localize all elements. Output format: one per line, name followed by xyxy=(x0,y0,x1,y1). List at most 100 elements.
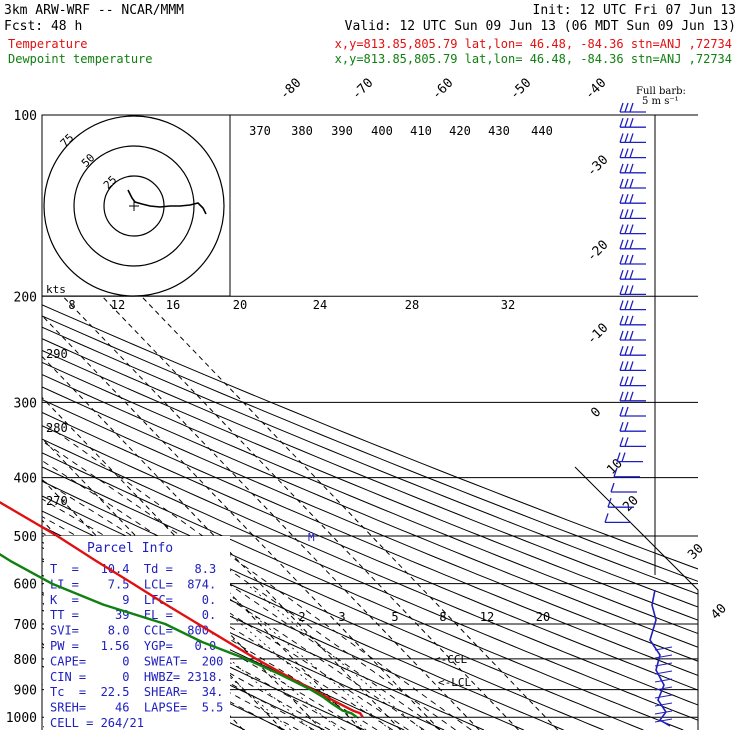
right-edge xyxy=(574,466,699,730)
dry-adiabat xyxy=(42,361,698,635)
isotherm-label: -10 xyxy=(584,321,611,348)
wind-barb-flag xyxy=(624,361,629,371)
isotherm-label: 20 xyxy=(620,493,642,515)
pressure-tick-label: 800 xyxy=(14,653,37,668)
wind-barb-flag xyxy=(629,330,634,341)
wind-barb-flag xyxy=(619,178,624,189)
dry-adiabat xyxy=(42,349,698,621)
dewpoint-location: x,y=813.85,805.79 lat,lon= 46.48, -84.36… xyxy=(335,52,732,66)
pressure-tick-label: 500 xyxy=(14,530,37,545)
parcel-info-row: TT = 39 EL = 0. xyxy=(50,608,216,622)
mixing-ratio-label: 24 xyxy=(313,298,327,312)
low-level-barb xyxy=(654,646,673,651)
dry-adiabat xyxy=(42,452,684,730)
wind-barb-flag xyxy=(629,269,634,280)
pressure-tick-label: 1000 xyxy=(6,711,37,726)
parcel-info-panel: Parcel Info T = 10.4 Td = 8.3LI = 7.5 LC… xyxy=(44,536,230,730)
moist-adiabat xyxy=(42,460,441,730)
barb-key-label: Full barb: xyxy=(636,86,686,97)
parcel-info-row: PW = 1.56 YGP= 0.0 xyxy=(50,639,216,653)
wind-barb-flag xyxy=(624,376,629,386)
mixing-ratio-line xyxy=(216,583,391,730)
isotherm-label: 30 xyxy=(685,541,707,563)
wind-barb-flag xyxy=(629,193,634,204)
dry-adiabat xyxy=(42,304,698,570)
dry-adiabat xyxy=(42,438,698,721)
mixing-ratio-low-label: 3 xyxy=(338,610,345,624)
wind-barb-flag xyxy=(619,148,624,158)
wind-barb-flag xyxy=(629,391,634,402)
low-level-barb xyxy=(654,662,673,667)
mixing-ratio-label: 8 xyxy=(68,298,75,312)
wind-barb-flag xyxy=(629,224,634,234)
wind-barb-flag xyxy=(607,497,612,508)
wind-barb-flag xyxy=(624,285,629,295)
wind-barb-flag xyxy=(629,102,634,113)
wind-barb-flag xyxy=(624,117,629,128)
pressure-tick-label: 900 xyxy=(14,684,37,699)
hodograph: 25 50 75 kts xyxy=(41,114,231,297)
isotherm-label: -30 xyxy=(584,153,611,180)
wind-barb-flag xyxy=(619,117,624,128)
pressure-tick-label: 700 xyxy=(14,618,37,633)
mixing-ratio-line xyxy=(245,583,423,730)
low-level-barb xyxy=(654,654,673,659)
temperature-line xyxy=(0,501,364,718)
low-level-barb xyxy=(654,694,673,699)
mixing-ratio-low-label: 2 xyxy=(298,610,305,624)
wind-barb-flag xyxy=(616,452,621,462)
dewpoint-line xyxy=(0,553,358,719)
isotherm-label: -20 xyxy=(584,238,611,265)
mixing-ratio-low-label: 8 xyxy=(439,610,446,624)
wind-barb-flag xyxy=(624,133,629,143)
low-level-barb xyxy=(654,718,673,723)
wind-barb-flag xyxy=(624,330,629,341)
theta-e-label: 390 xyxy=(331,124,353,138)
isotherm-label: -70 xyxy=(349,76,376,103)
wind-barb-flag xyxy=(619,193,624,204)
wind-barb-flag xyxy=(624,148,629,158)
wind-barb-flag xyxy=(619,163,624,174)
isotherm-label: -50 xyxy=(507,76,534,103)
wind-barb-flag xyxy=(619,421,624,432)
isotherm-label: -40 xyxy=(582,76,609,103)
mixing-ratio-label: 28 xyxy=(405,298,419,312)
moist-adiabat xyxy=(42,498,409,730)
pressure-tick-label: 300 xyxy=(14,396,37,411)
dewpoint-legend: Dewpoint temperature xyxy=(8,52,153,66)
parcel-info-row: Tc = 22.5 SHEAR= 34. xyxy=(50,685,223,699)
parcel-info-title: Parcel Info xyxy=(87,541,173,556)
isotherm-label: -80 xyxy=(277,76,304,103)
theta-e-label: 400 xyxy=(371,124,393,138)
theta-label: 270 xyxy=(46,494,68,508)
low-level-barb xyxy=(654,686,673,691)
mixing-ratio-low-label: 12 xyxy=(480,610,494,624)
moist-adiabat xyxy=(42,421,472,730)
wind-barb-flag xyxy=(619,209,624,219)
moist-adiabat xyxy=(42,440,456,730)
wind-barb-flag xyxy=(629,285,634,295)
mixing-ratio-label: 16 xyxy=(166,298,180,312)
wind-barb-flag xyxy=(619,133,624,143)
parcel-info-row: SREH= 46 LAPSE= 5.5 xyxy=(50,701,223,715)
wind-barb-flag xyxy=(629,117,634,128)
low-level-wind-trace xyxy=(649,589,671,727)
barb-key-units: 5 m s⁻¹ xyxy=(642,96,679,107)
dry-adiabat xyxy=(42,338,698,608)
parcel-info-row: CAPE= 0 SWEAT= 200 xyxy=(50,654,223,668)
dry-adiabat xyxy=(42,591,325,730)
isotherm-label: -60 xyxy=(429,76,456,103)
ccl-marker: <-CCL xyxy=(434,653,467,666)
wind-barb-flag xyxy=(619,254,624,265)
low-level-barb xyxy=(654,702,673,707)
parcel-info-row: CIN = 0 HWBZ= 2318. xyxy=(50,670,223,684)
wind-barb-flag xyxy=(604,513,609,523)
forecast-hour: Fcst: 48 h xyxy=(4,19,82,34)
wind-barbs xyxy=(604,102,646,524)
dry-adiabat xyxy=(42,326,698,595)
low-level-barb xyxy=(654,710,673,715)
wind-barb-flag xyxy=(619,224,624,234)
wind-barb-flag xyxy=(624,269,629,280)
isotherm-line xyxy=(42,232,519,730)
